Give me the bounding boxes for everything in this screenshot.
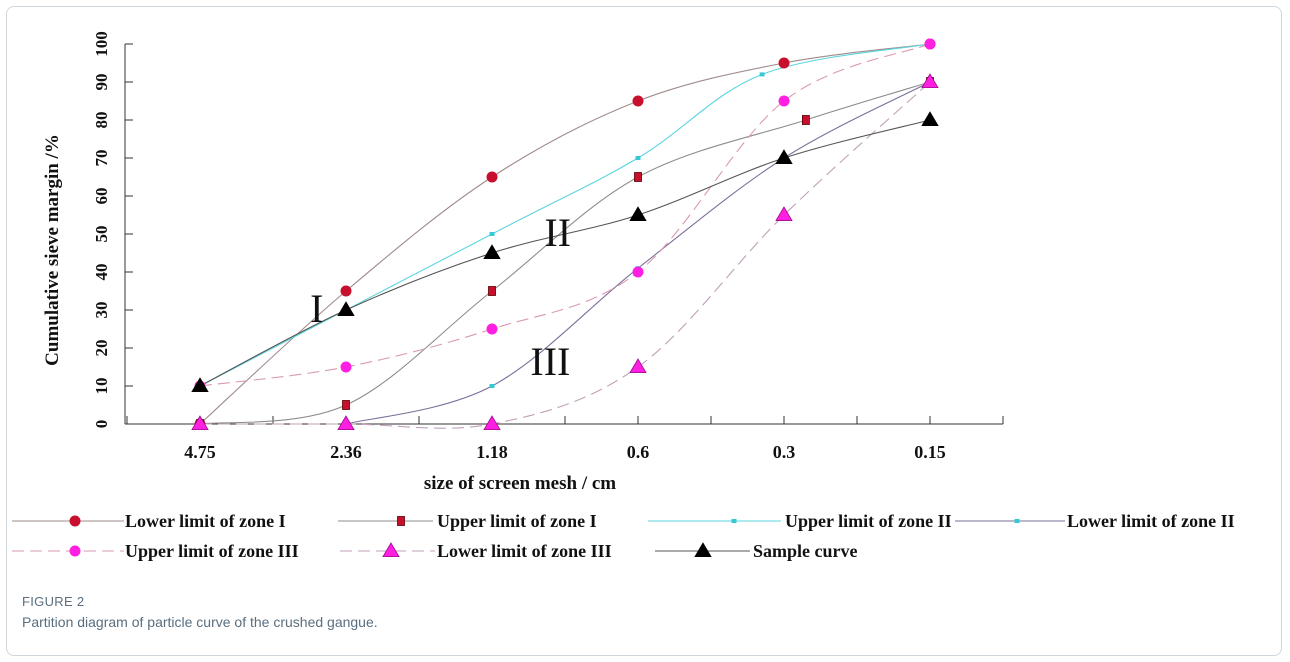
data-point-sample-curve (629, 206, 647, 222)
legend-label-sample-curve: Sample curve (753, 541, 857, 561)
legend-label-upper-limit-of-zone-i: Upper limit of zone I (437, 511, 597, 531)
figure-label: FIGURE 2 (22, 594, 85, 609)
x-axis-title: size of screen mesh / cm (424, 473, 616, 494)
data-point-sample-curve (483, 244, 501, 260)
legend-marker-upper-limit-of-zone-iii (69, 545, 81, 557)
legend-marker-upper-limit-of-zone-ii (731, 519, 737, 523)
y-tick-label: 40 (92, 264, 111, 281)
data-point-upper-limit-of-zone-i (802, 115, 810, 125)
data-point-upper-limit-of-zone-iii (486, 323, 498, 335)
legend-marker-lower-limit-of-zone-i (69, 515, 81, 527)
figure-caption: FIGURE 2 Partition diagram of particle c… (22, 594, 378, 630)
data-point-upper-limit-of-zone-iii (778, 95, 790, 107)
x-tick-label: 2.36 (330, 442, 362, 462)
y-axis-title: Cumulative sieve margin /% (42, 134, 63, 366)
data-point-lower-limit-of-zone-iii (191, 415, 209, 431)
y-tick-label: 90 (92, 74, 111, 91)
data-point-upper-limit-of-zone-iii (924, 38, 936, 50)
data-point-lower-limit-of-zone-i (778, 57, 790, 69)
data-point-upper-limit-of-zone-i (634, 172, 642, 182)
legend-marker-sample-curve (694, 542, 712, 557)
figure-frame (6, 6, 1282, 656)
data-point-lower-limit-of-zone-i (632, 95, 644, 107)
x-tick-label: 0.15 (914, 442, 946, 462)
data-point-upper-limit-of-zone-i (342, 400, 350, 410)
legend: Lower limit of zone I Upper limit of zone… (12, 511, 1235, 561)
legend-marker-upper-limit-of-zone-i (397, 516, 405, 526)
legend-label-lower-limit-of-zone-i: Lower limit of zone I (125, 511, 286, 531)
legend-label-upper-limit-of-zone-ii: Upper limit of zone II (785, 511, 952, 531)
legend-marker-lower-limit-of-zone-ii (1014, 519, 1020, 523)
y-ticks: 0 10 20 30 40 50 60 70 80 90 100 (92, 31, 133, 428)
data-point-lower-limit-of-zone-iii (921, 73, 939, 88)
series-line-sample-curve (199, 119, 931, 387)
data-point-lower-limit-of-zone-i (486, 171, 498, 183)
zone-label: II (544, 210, 571, 255)
data-point-upper-limit-of-zone-i (488, 286, 496, 296)
x-ticks: 4.75 2.36 1.18 0.6 0.3 0.15 (126, 416, 1004, 462)
data-point-sample-curve (921, 111, 939, 126)
y-tick-label: 80 (92, 112, 111, 129)
data-point-sample-curve (775, 149, 793, 165)
data-point-sample-curve (337, 301, 355, 317)
series-line-lower-limit-of-zone-iii (200, 81, 931, 429)
y-tick-label: 0 (92, 420, 111, 429)
legend-label-upper-limit-of-zone-iii: Upper limit of zone III (125, 541, 299, 561)
x-tick-label: 0.3 (773, 442, 796, 462)
figure-caption-text: Partition diagram of particle curve of t… (22, 614, 378, 630)
series-line-lower-limit-of-zone-i (199, 43, 931, 425)
legend-label-lower-limit-of-zone-ii: Lower limit of zone II (1067, 511, 1235, 531)
data-point-sample-curve (191, 377, 209, 393)
series-markers (191, 38, 939, 431)
data-point-upper-limit-of-zone-ii (759, 72, 765, 77)
chart: 0 10 20 30 40 50 60 70 80 90 100 4.75 2.36 1.18 0.6 0.… (12, 31, 1235, 561)
y-tick-label: 70 (92, 150, 111, 167)
data-point-lower-limit-of-zone-iii (775, 206, 793, 222)
y-tick-label: 20 (92, 340, 111, 357)
data-point-lower-limit-of-zone-iii (483, 415, 501, 431)
legend-label-lower-limit-of-zone-iii: Lower limit of zone III (437, 541, 612, 561)
y-tick-label: 60 (92, 188, 111, 205)
x-tick-label: 1.18 (476, 442, 508, 462)
x-tick-label: 0.6 (627, 442, 650, 462)
data-point-upper-limit-of-zone-iii (340, 361, 352, 373)
zone-label: I (310, 286, 323, 331)
data-point-lower-limit-of-zone-iii (629, 358, 647, 374)
data-point-lower-limit-of-zone-ii (489, 384, 495, 388)
data-point-upper-limit-of-zone-ii (635, 156, 641, 160)
zone-label: III (530, 339, 570, 384)
data-point-upper-limit-of-zone-iii (632, 266, 644, 278)
data-point-upper-limit-of-zone-ii (489, 232, 495, 236)
y-tick-label: 100 (92, 31, 111, 57)
x-tick-label: 4.75 (184, 442, 216, 462)
series-line-upper-limit-of-zone-iii (199, 43, 931, 387)
y-tick-label: 30 (92, 302, 111, 319)
legend-marker-lower-limit-of-zone-iii (382, 542, 400, 557)
y-tick-label: 10 (92, 378, 111, 395)
y-tick-label: 50 (92, 226, 111, 243)
data-point-lower-limit-of-zone-i (340, 285, 352, 297)
data-point-lower-limit-of-zone-iii (337, 415, 355, 431)
